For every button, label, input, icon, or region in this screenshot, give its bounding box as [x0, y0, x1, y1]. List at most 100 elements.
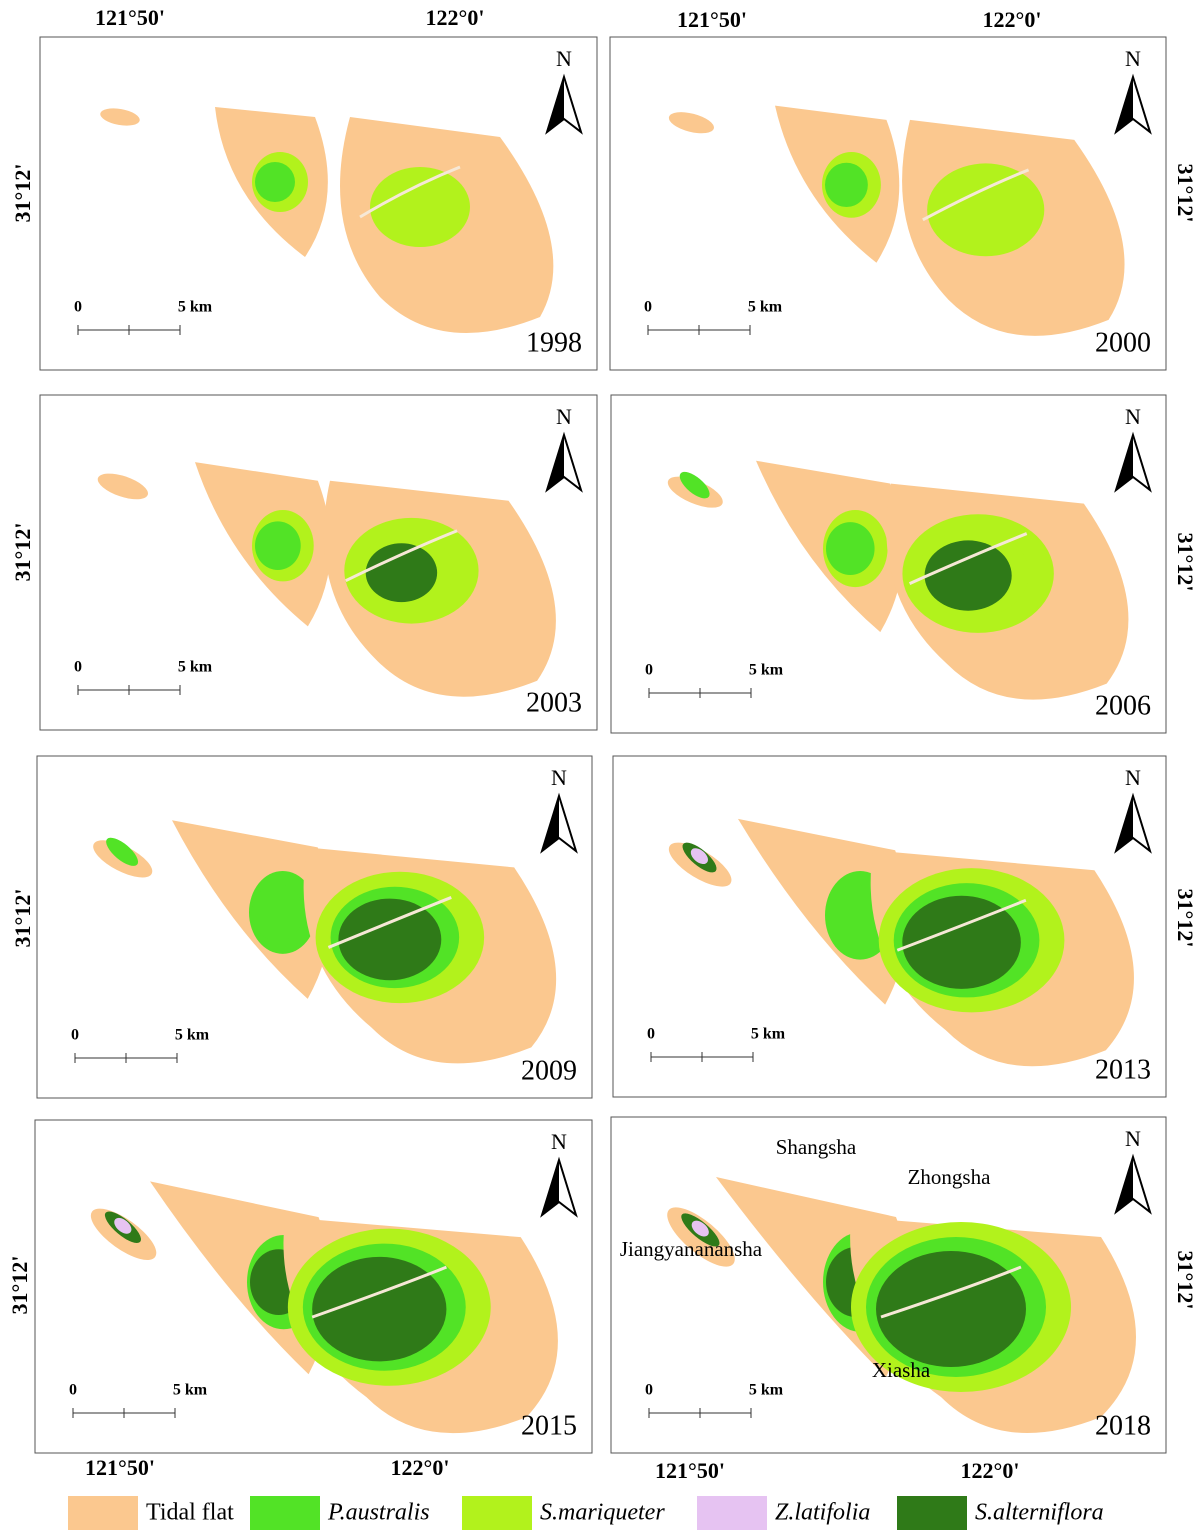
place-name: Jiangyananansha [620, 1237, 763, 1261]
scale-end: 5 km [178, 299, 213, 316]
latitude-label: 31°12' [1173, 164, 1198, 223]
scale-end: 5 km [751, 1026, 786, 1043]
legend-swatch [68, 1496, 138, 1530]
year-label: 2018 [1095, 1410, 1151, 1441]
latitude-label: 31°12' [10, 164, 35, 223]
latitude-label: 31°12' [1173, 533, 1198, 592]
legend-label: S.alterniflora [975, 1500, 1104, 1526]
longitude-label: 121°50' [677, 7, 747, 32]
longitude-label: 122°0' [983, 7, 1042, 32]
creek [327, 896, 452, 949]
scale-start: 0 [644, 299, 652, 316]
vegetation [338, 898, 442, 981]
scale-end: 5 km [173, 1382, 208, 1399]
legend-label: P.australis [327, 1500, 430, 1526]
creek [311, 1265, 447, 1319]
map-area: N 0 5 km 2018 Shangsha Zhongsha Jiangyananansh… [620, 1126, 1152, 1441]
north-arrow-fill [547, 435, 564, 490]
legend-swatch [462, 1496, 532, 1530]
place-name: Zhongsha [908, 1165, 992, 1189]
legend-label: Z.latifolia [775, 1500, 870, 1526]
north-label: N [1125, 765, 1141, 790]
north-arrow-fill [547, 77, 564, 132]
latitude-label: 31°12' [10, 523, 35, 582]
scale-start: 0 [645, 1382, 653, 1399]
north-arrow-fill [1116, 435, 1133, 490]
scale-start: 0 [645, 662, 653, 679]
creek [896, 898, 1027, 952]
north-arrow-fill [1116, 77, 1133, 132]
north-label: N [1125, 1126, 1141, 1151]
vegetation [365, 543, 438, 603]
creek [880, 1265, 1022, 1319]
latitude-label: 31°12' [10, 889, 35, 948]
vegetation [106, 837, 139, 866]
north-arrow-fill [1116, 1157, 1133, 1212]
scale-start: 0 [71, 1027, 79, 1044]
latitude-label: 31°12' [1173, 1251, 1198, 1310]
year-label: 2006 [1095, 690, 1151, 721]
north-arrow-fill [1116, 796, 1133, 851]
map-area: N 0 5 km 2013 [647, 765, 1152, 1085]
north-label: N [551, 1129, 567, 1154]
north-label: N [556, 46, 572, 71]
creek [922, 168, 1030, 222]
year-label: 2003 [526, 687, 582, 718]
legend-label: S.mariqueter [540, 1500, 665, 1526]
vegetation [252, 883, 304, 941]
vegetation [679, 471, 710, 499]
vegetation [825, 162, 868, 207]
longitude-label: 122°0' [426, 5, 485, 30]
scale-end: 5 km [748, 299, 783, 316]
scale-start: 0 [647, 1026, 655, 1043]
year-label: 2015 [521, 1410, 577, 1441]
vegetation [828, 884, 883, 946]
north-arrow-fill [542, 1160, 559, 1215]
vegetation [114, 1217, 132, 1234]
tidal-flat [668, 112, 714, 134]
year-label: 2013 [1095, 1054, 1151, 1085]
scale-start: 0 [69, 1382, 77, 1399]
longitude-label: 121°50' [95, 5, 165, 30]
vegetation [927, 163, 1045, 257]
legend-swatch [897, 1496, 967, 1530]
vegetation [255, 521, 301, 570]
longitude-label: 121°50' [85, 1455, 155, 1480]
vegetation [312, 1256, 447, 1362]
creek [345, 529, 458, 583]
north-arrow-fill [542, 796, 559, 851]
scale-end: 5 km [749, 662, 784, 679]
vegetation [690, 848, 708, 865]
map-area: N 0 5 km 2006 [645, 404, 1152, 721]
north-label: N [551, 765, 567, 790]
scale-start: 0 [74, 299, 82, 316]
vegetation [826, 522, 875, 575]
latitude-label: 31°12' [7, 1256, 32, 1315]
year-label: 2000 [1095, 327, 1151, 358]
tidal-flat [100, 108, 140, 126]
vegetation [370, 167, 470, 247]
place-name: Xiasha [872, 1358, 931, 1382]
map-area: N 0 5 km 2003 [74, 404, 583, 718]
creek [359, 165, 461, 219]
vegetation [902, 895, 1021, 989]
vegetation [255, 162, 295, 202]
scale-start: 0 [74, 659, 82, 676]
longitude-label: 122°0' [391, 1455, 450, 1480]
creek [908, 532, 1028, 585]
year-label: 1998 [526, 327, 582, 358]
vegetation [924, 540, 1012, 611]
scale-end: 5 km [178, 659, 213, 676]
map-area: N 0 5 km 2009 [71, 765, 578, 1086]
north-label: N [1125, 46, 1141, 71]
vegetation [691, 1220, 709, 1237]
north-label: N [1125, 404, 1141, 429]
north-label: N [556, 404, 572, 429]
vegetation [876, 1251, 1026, 1367]
longitude-label: 121°50' [655, 1458, 725, 1483]
legend-swatch [697, 1496, 767, 1530]
legend-label: Tidal flat [146, 1500, 234, 1526]
place-name: Shangsha [776, 1135, 857, 1159]
map-area: N 0 5 km 2000 [644, 46, 1152, 358]
